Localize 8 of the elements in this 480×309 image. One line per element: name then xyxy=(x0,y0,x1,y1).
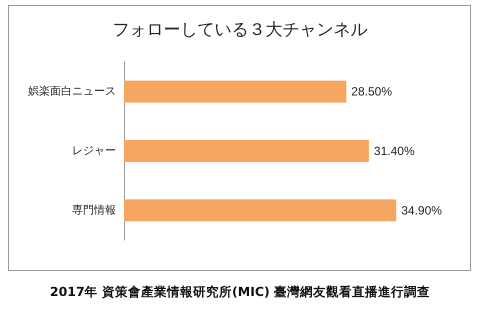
data-label: 28.50% xyxy=(351,84,392,99)
chart-title: フォローしている３大チャンネル xyxy=(112,20,368,39)
y-tick-label: 専門情報 xyxy=(72,203,116,216)
y-tick-label: 娯楽面白ニュース xyxy=(28,86,116,98)
y-tick-label: レジャー xyxy=(72,145,116,157)
data-label: 34.90% xyxy=(401,203,442,218)
text: 2017年 資策會產業情報研究所(MIC) 臺灣網友觀看直播進行調查 xyxy=(48,284,432,301)
data-label: 31.40% xyxy=(374,144,415,158)
